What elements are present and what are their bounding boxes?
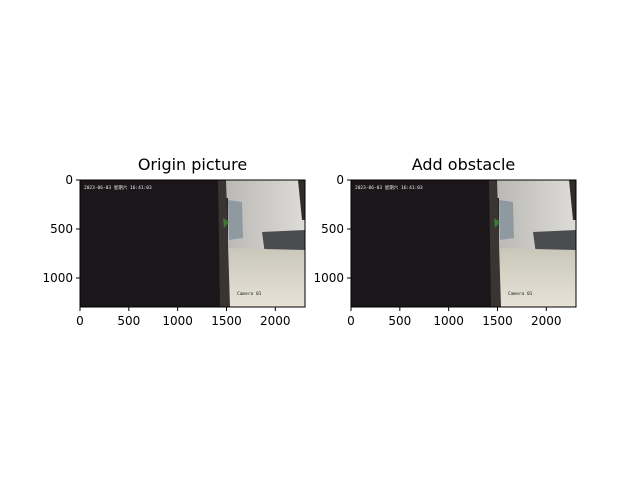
axes-frame xyxy=(350,179,577,308)
image-obstacle: 2023-06-03 星期六 16:41:03 Camera 01 xyxy=(351,180,576,307)
timestamp-overlay: 2023-06-03 星期六 16:41:03 xyxy=(84,184,152,191)
y-tick-label: 500 xyxy=(321,222,344,236)
window xyxy=(228,200,243,240)
x-tick-label: 1500 xyxy=(482,314,513,328)
chair xyxy=(533,230,576,254)
plant xyxy=(223,218,229,228)
shadow xyxy=(218,180,230,307)
camera-label: Camera 01 xyxy=(508,291,533,297)
panel-title: Add obstacle xyxy=(412,155,516,174)
right-edge xyxy=(298,180,305,220)
timestamp-overlay: 2023-06-03 星期六 16:41:03 xyxy=(355,184,423,191)
table xyxy=(493,248,576,307)
chair xyxy=(262,230,305,254)
x-axis: 0 500 1000 1500 2000 xyxy=(76,307,291,328)
window xyxy=(499,200,514,240)
image-origin: 2023-06-03 星期六 16:41:03 Camera 01 xyxy=(80,180,305,307)
x-tick-label: 2000 xyxy=(260,314,291,328)
right-edge xyxy=(569,180,576,220)
x-tick-label: 2000 xyxy=(531,314,562,328)
y-tick-label: 1000 xyxy=(313,271,344,285)
x-tick-label: 500 xyxy=(117,314,140,328)
panel-add-obstacle: Add obstacle 2023-06-03 星期六 16:41:03 Cam… xyxy=(313,155,577,328)
table xyxy=(222,248,305,307)
x-axis: 0 500 1000 1500 2000 xyxy=(347,307,562,328)
x-tick-label: 1000 xyxy=(162,314,193,328)
x-tick-label: 1000 xyxy=(433,314,464,328)
y-tick-label: 1000 xyxy=(42,271,73,285)
x-tick-label: 0 xyxy=(347,314,355,328)
y-tick-label: 0 xyxy=(336,173,344,187)
y-tick-label: 500 xyxy=(50,222,73,236)
shadow xyxy=(489,180,501,307)
y-axis: 0 500 1000 xyxy=(313,173,351,285)
y-tick-label: 0 xyxy=(65,173,73,187)
camera-label: Camera 01 xyxy=(237,291,262,297)
y-axis: 0 500 1000 xyxy=(42,173,80,285)
x-tick-label: 500 xyxy=(388,314,411,328)
plant xyxy=(494,218,500,228)
x-tick-label: 0 xyxy=(76,314,84,328)
panel-title: Origin picture xyxy=(138,155,247,174)
panel-origin-picture: Origin picture 2023-06-03 星期六 16:41:03 C… xyxy=(42,155,306,328)
axes-frame xyxy=(79,179,306,308)
x-tick-label: 1500 xyxy=(211,314,242,328)
